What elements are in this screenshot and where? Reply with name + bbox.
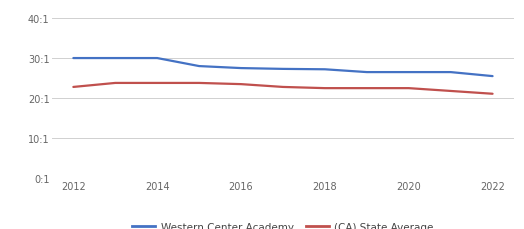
(CA) State Average [364,87,370,90]
(CA) State Average [489,93,496,96]
(CA) State Average [196,82,202,85]
Western Center Academy [406,71,412,74]
(CA) State Average [447,90,454,93]
Western Center Academy [154,57,160,60]
(CA) State Average [112,82,118,85]
(CA) State Average [280,86,286,89]
(CA) State Average [238,83,244,86]
Western Center Academy [447,71,454,74]
(CA) State Average [322,87,328,90]
Line: Western Center Academy: Western Center Academy [73,59,493,77]
Western Center Academy [112,57,118,60]
Western Center Academy [322,69,328,71]
(CA) State Average [70,86,77,89]
Western Center Academy [364,71,370,74]
(CA) State Average [154,82,160,85]
Western Center Academy [238,67,244,70]
Western Center Academy [489,75,496,78]
Line: (CA) State Average: (CA) State Average [73,84,493,94]
Western Center Academy [280,68,286,71]
Western Center Academy [70,57,77,60]
Western Center Academy [196,65,202,68]
(CA) State Average [406,87,412,90]
Legend: Western Center Academy, (CA) State Average: Western Center Academy, (CA) State Avera… [133,222,433,229]
